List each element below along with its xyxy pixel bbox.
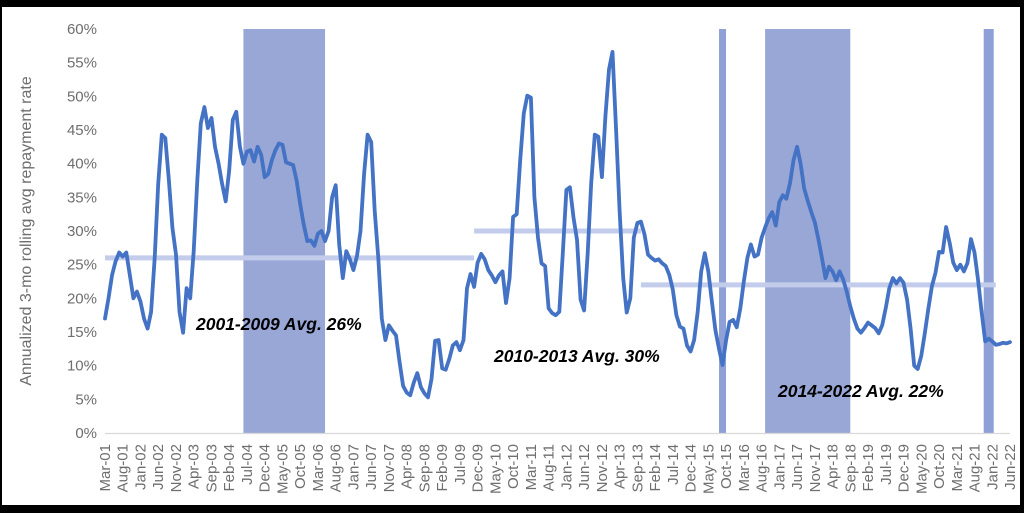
frame-border-top	[0, 0, 1024, 7]
frame-border-right	[1020, 0, 1024, 513]
x-tick-label: May-05	[274, 444, 291, 494]
x-tick-label: Sep-08	[416, 444, 433, 492]
x-tick-label: Jun-07	[363, 444, 380, 490]
x-tick-label: Jun-22	[1002, 444, 1019, 490]
x-tick-label: May-20	[913, 444, 930, 494]
x-tick-label: Aug-11	[541, 444, 558, 491]
y-tick-label: 55%	[67, 55, 97, 72]
y-tick-label: 5%	[75, 391, 97, 408]
x-tick-label: Mar-11	[523, 444, 540, 490]
x-tick-label: Aug-16	[754, 444, 771, 492]
x-tick-label: Oct-20	[931, 444, 948, 489]
x-tick-label: Jun-02	[150, 444, 167, 490]
x-axis-tick-labels: Mar-01 Aug-01 Jan-02 Jun-02 Nov-02 Apr-03 Sep-…	[97, 444, 1019, 494]
x-tick-label: Oct-15	[718, 444, 735, 489]
x-tick-label: Oct-05	[292, 444, 309, 489]
y-tick-label: 20%	[67, 290, 97, 307]
event-marker-2015	[719, 29, 727, 433]
x-tick-label: Jul-09	[452, 444, 469, 485]
x-tick-label: Aug-21	[967, 444, 984, 492]
x-tick-label: Jan-17	[771, 444, 788, 490]
avg-annotation: 2010-2013 Avg. 30%	[493, 346, 660, 366]
x-tick-label: Sep-03	[203, 444, 220, 492]
x-tick-label: Apr-18	[825, 444, 842, 489]
y-axis-title: Annualized 3-mo rolling avg repayment ra…	[18, 76, 35, 386]
y-tick-label: 25%	[67, 257, 97, 274]
x-tick-label: Mar-01	[97, 444, 114, 492]
x-tick-label: Jan-12	[558, 444, 575, 490]
x-tick-label: Sep-13	[629, 444, 646, 492]
x-tick-label: Dec-19	[896, 444, 913, 492]
x-tick-label: Dec-04	[257, 444, 274, 492]
y-tick-label: 35%	[67, 189, 97, 206]
x-tick-label: Nov-17	[807, 444, 824, 492]
y-tick-label: 50%	[67, 88, 97, 105]
recession-band-2004-2006	[243, 29, 326, 433]
x-tick-label: Aug-01	[115, 444, 132, 492]
y-tick-label: 60%	[67, 21, 97, 38]
x-tick-label: Feb-14	[647, 444, 664, 492]
x-tick-label: Jun-12	[576, 444, 593, 490]
x-tick-label: Apr-08	[399, 444, 416, 489]
x-tick-label: Jan-07	[345, 444, 362, 490]
x-tick-label: Dec-14	[683, 444, 700, 492]
x-tick-label: Aug-06	[328, 444, 345, 492]
x-tick-label: Mar-06	[310, 444, 327, 492]
x-tick-label: Dec-09	[470, 444, 487, 492]
frame-border-left	[0, 0, 2, 513]
avg-annotation: 2001-2009 Avg. 26%	[195, 314, 362, 334]
repayment-rate-line	[103, 50, 1012, 400]
y-tick-label: 45%	[67, 122, 97, 139]
y-axis-tick-labels: 0% 5% 10% 15% 20% 25% 30% 35% 40% 45% 50% 55% 60%	[67, 21, 97, 442]
x-tick-label: Sep-18	[842, 444, 859, 492]
x-tick-label: Apr-03	[186, 444, 203, 489]
x-tick-label: Jul-14	[665, 444, 682, 485]
x-tick-label: Jul-19	[878, 444, 895, 485]
x-tick-label: Mar-16	[736, 444, 753, 492]
x-tick-label: Jun-17	[789, 444, 806, 490]
y-tick-label: 15%	[67, 324, 97, 341]
frame-border-bottom	[0, 505, 1024, 513]
x-tick-label: May-15	[700, 444, 717, 494]
x-tick-label: Nov-07	[381, 444, 398, 492]
y-tick-label: 40%	[67, 156, 97, 173]
x-tick-label: Nov-12	[594, 444, 611, 492]
x-tick-label: Oct-10	[505, 444, 522, 489]
avg-annotation: 2014-2022 Avg. 22%	[777, 381, 944, 401]
x-tick-label: Jan-02	[132, 444, 149, 490]
y-tick-label: 10%	[67, 358, 97, 375]
x-tick-label: Jul-04	[239, 444, 256, 485]
x-tick-label: Feb-09	[434, 444, 451, 492]
x-tick-label: May-10	[487, 444, 504, 494]
event-marker-2021	[983, 29, 994, 433]
x-tick-label: Mar-21	[949, 444, 966, 492]
x-tick-label: Feb-04	[221, 444, 238, 492]
x-tick-label: Jan-22	[984, 444, 1001, 490]
recession-band-2016-2018	[765, 29, 851, 433]
x-tick-label: Apr-13	[612, 444, 629, 489]
y-tick-label: 0%	[75, 425, 97, 442]
x-tick-label: Feb-19	[860, 444, 877, 492]
y-tick-label: 30%	[67, 223, 97, 240]
x-tick-label: Nov-02	[168, 444, 185, 492]
